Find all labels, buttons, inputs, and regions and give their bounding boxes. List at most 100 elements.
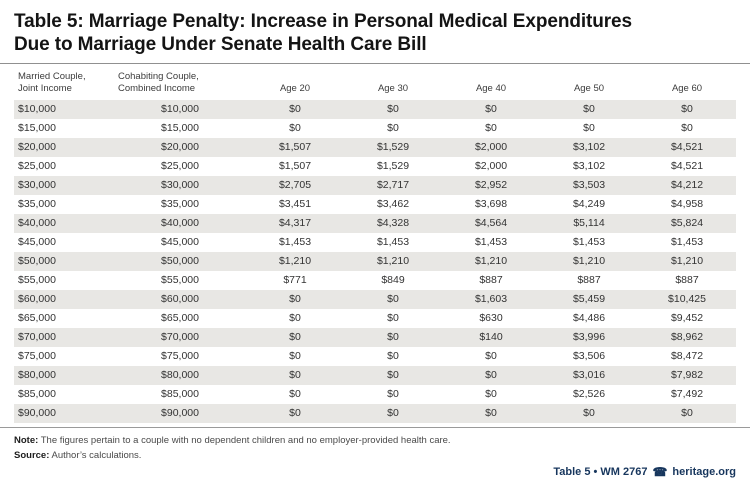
table-row: $65,000 $65,000 $0 $0 $630 $4,486 $9,452 (14, 309, 736, 328)
note-text: Note: The figures pertain to a couple wi… (14, 435, 451, 447)
table-cell: $0 (344, 404, 442, 424)
column-header: Married Couple, Joint Income (18, 71, 86, 95)
table-cell: $3,996 (540, 328, 638, 348)
table-cell: $3,102 (540, 138, 638, 158)
table-cell: $0 (387, 388, 399, 401)
table-cell: $1,453 (278, 236, 312, 249)
table-cell: $50,000 (114, 252, 246, 272)
table-cell: $2,705 (246, 176, 344, 196)
table-cell: $70,000 (14, 328, 114, 348)
table-cell: $0 (246, 366, 344, 386)
table-row: $15,000 $15,000 $0 $0 $0 $0 $0 (14, 119, 736, 138)
table-cell: $7,492 (670, 388, 704, 401)
column-header: Cohabiting Couple, Combined Income (118, 71, 199, 95)
table-cell: $4,486 (572, 312, 606, 325)
footer-doc-ref: Table 5 • WM 2767 (553, 466, 648, 478)
table-cell: $1,453 (670, 236, 704, 249)
table-cell: $90,000 (14, 404, 114, 424)
table-cell: $25,000 (18, 160, 56, 173)
table-row: $55,000 $55,000 $771 $849 $887 $887 $887 (14, 271, 736, 290)
table-cell: $0 (638, 404, 736, 424)
table-cell: $140 (442, 328, 540, 348)
table-cell: $1,453 (474, 236, 508, 249)
table-cell: $1,210 (540, 252, 638, 272)
table-bottom-divider (0, 427, 750, 429)
table-cell: $0 (246, 290, 344, 310)
column-header: Age 40 (475, 83, 507, 95)
table-cell: $0 (442, 404, 540, 424)
column-header: Age 20 (279, 83, 311, 95)
title-divider (0, 63, 750, 65)
data-table: Married Couple, Joint Income Cohabiting C… (14, 69, 736, 424)
table-cell: $1,507 (278, 160, 312, 173)
table-cell: $8,962 (638, 328, 736, 348)
table-cell: $4,564 (442, 214, 540, 234)
table-cell: $3,462 (376, 198, 410, 211)
footer-site: heritage.org (672, 466, 736, 478)
table-cell: $3,016 (540, 366, 638, 386)
table-cell: $5,824 (638, 214, 736, 234)
table-row: $60,000 $60,000 $0 $0 $1,603 $5,459 $10,425 (14, 290, 736, 310)
table-cell: $10,000 (14, 100, 114, 120)
table-cell: $80,000 (14, 366, 114, 386)
table-row: $35,000 $35,000 $3,451 $3,462 $3,698 $4,249 $4… (14, 195, 736, 214)
table-cell: $10,000 (114, 100, 246, 120)
table-cell: $15,000 (161, 122, 199, 135)
table-cell: $0 (344, 100, 442, 120)
column-header: Age 30 (377, 83, 409, 95)
table-cell: $0 (289, 350, 301, 363)
table-cell: $0 (387, 122, 399, 135)
column-header: Age 50 (573, 83, 605, 95)
table-cell: $0 (289, 388, 301, 401)
table-cell: $65,000 (18, 312, 56, 325)
heritage-bell-icon: ☎ (652, 465, 668, 479)
table-cell: $0 (289, 122, 301, 135)
table-row: $50,000 $50,000 $1,210 $1,210 $1,210 $1,210 $1… (14, 252, 736, 272)
table-cell: $0 (583, 122, 595, 135)
table-cell: $30,000 (114, 176, 246, 196)
table-cell: $3,698 (474, 198, 508, 211)
table-cell: $0 (344, 328, 442, 348)
table-cell: $0 (387, 350, 399, 363)
table-cell: $55,000 (161, 274, 199, 287)
table-cell: $0 (289, 312, 301, 325)
table-cell: $4,317 (246, 214, 344, 234)
table-cell: $2,526 (572, 388, 606, 401)
table-cell: $20,000 (114, 138, 246, 158)
table-cell: $0 (246, 404, 344, 424)
table-cell: $0 (442, 100, 540, 120)
table-cell: $1,210 (344, 252, 442, 272)
table-cell: $2,000 (442, 138, 540, 158)
table-cell: $40,000 (114, 214, 246, 234)
table-cell: $1,529 (376, 160, 410, 173)
table-cell: $50,000 (14, 252, 114, 272)
page-title: Table 5: Marriage Penalty: Increase in P… (14, 11, 632, 56)
table-row: $30,000 $30,000 $2,705 $2,717 $2,952 $3,503 $4… (14, 176, 736, 196)
table-cell: $8,472 (670, 350, 704, 363)
table-cell: $0 (485, 388, 497, 401)
table-cell: $887 (675, 274, 699, 287)
table-cell: $60,000 (14, 290, 114, 310)
table-cell: $35,000 (161, 198, 199, 211)
table-cell: $25,000 (161, 160, 199, 173)
table-cell: $2,000 (474, 160, 508, 173)
table-cell: $4,328 (344, 214, 442, 234)
table-row: $40,000 $40,000 $4,317 $4,328 $4,564 $5,114 $5… (14, 214, 736, 234)
table-cell: $0 (540, 404, 638, 424)
table-cell: $40,000 (14, 214, 114, 234)
table-cell: $0 (344, 366, 442, 386)
table-cell: $849 (381, 274, 405, 287)
table-cell: $70,000 (114, 328, 246, 348)
table-cell: $1,529 (344, 138, 442, 158)
table-cell: $9,452 (670, 312, 704, 325)
table-cell: $45,000 (18, 236, 56, 249)
table-cell: $1,603 (442, 290, 540, 310)
table-cell: $55,000 (18, 274, 56, 287)
table-cell: $10,425 (638, 290, 736, 310)
table-cell: $1,507 (246, 138, 344, 158)
table-cell: $7,982 (638, 366, 736, 386)
table-row: $75,000 $75,000 $0 $0 $0 $3,506 $8,472 (14, 347, 736, 366)
table-cell: $80,000 (114, 366, 246, 386)
table-cell: $5,459 (540, 290, 638, 310)
